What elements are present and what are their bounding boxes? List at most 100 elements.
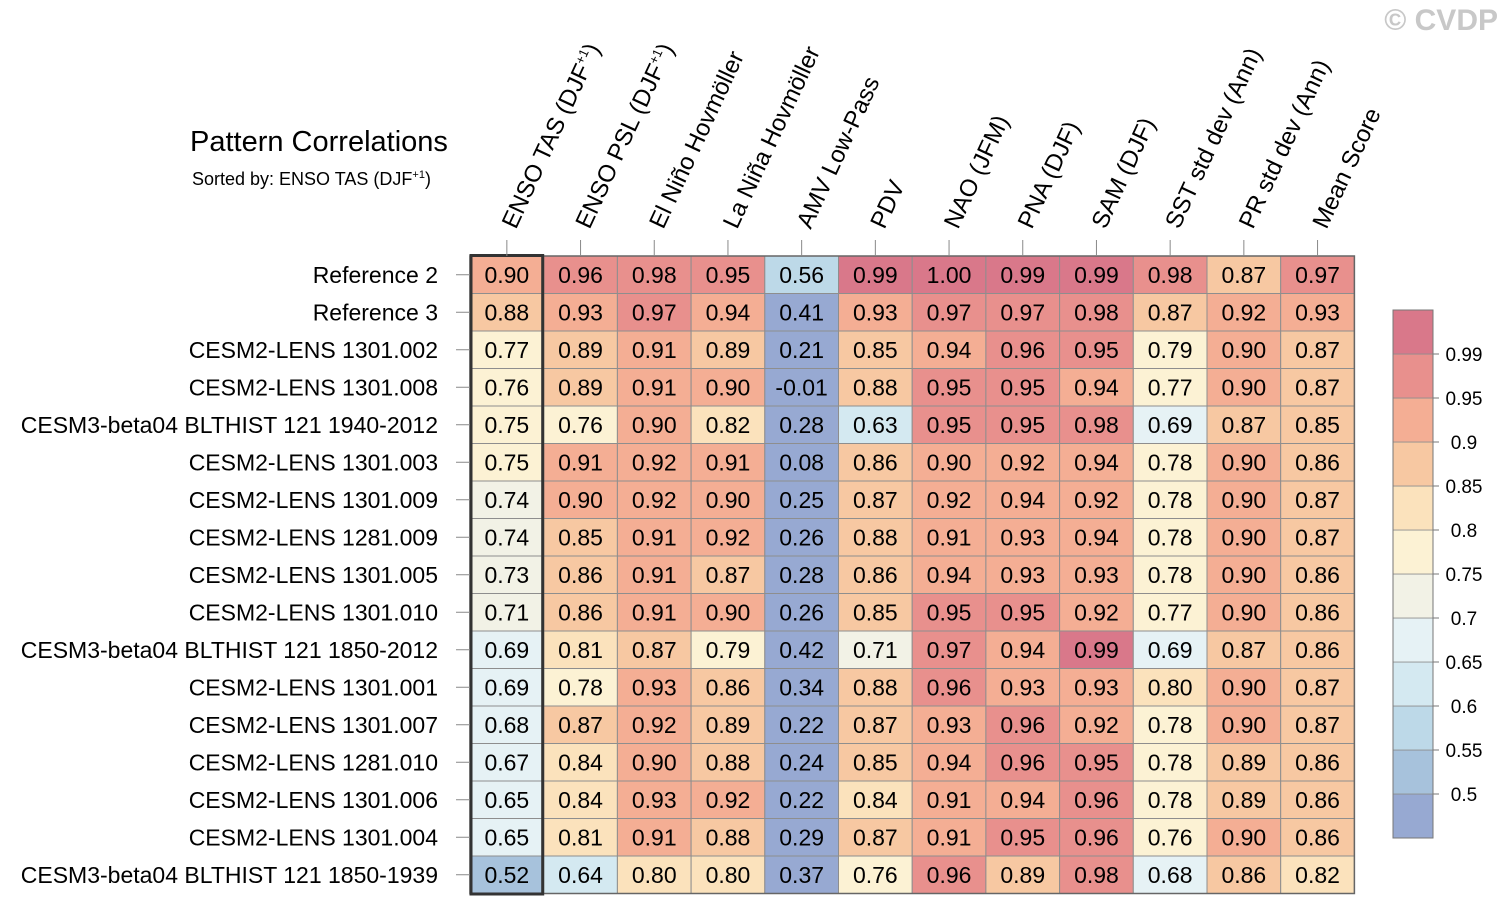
heatmap-cell xyxy=(838,705,913,744)
cell-value: 0.94 xyxy=(927,337,972,363)
heatmap-cell xyxy=(616,480,692,519)
cell-value: 0.52 xyxy=(484,862,529,888)
cell-value: 0.71 xyxy=(484,599,529,625)
colorbar-swatch xyxy=(1392,793,1434,839)
heatmap-cell xyxy=(1059,518,1134,557)
cell-value: 0.97 xyxy=(927,637,972,663)
cell-value: 0.90 xyxy=(632,749,677,775)
column-label-text: PDV xyxy=(865,176,910,232)
cell-value: 0.95 xyxy=(1074,749,1119,775)
heatmap-cell xyxy=(911,330,987,369)
heatmap-cell xyxy=(469,480,545,519)
colorbar: 0.5 0.55 0.6 0.65 0.7 0.75 0.8 0.85 0.9 0.95 0.99 xyxy=(1392,309,1483,839)
cell-value: 0.65 xyxy=(484,787,529,813)
colorbar-label: 0.99 xyxy=(1446,345,1483,366)
heatmap-cell xyxy=(1132,555,1208,594)
cell-value: 0.93 xyxy=(1074,562,1119,588)
cell-value: 0.78 xyxy=(1148,449,1193,475)
column-label-text: SAM (DJF) xyxy=(1086,114,1161,233)
cell-value: 0.92 xyxy=(632,487,677,513)
heatmap-cell xyxy=(1059,705,1134,744)
cell-value: 0.92 xyxy=(632,449,677,475)
cell-value: 0.90 xyxy=(706,374,751,400)
cell-value: 0.92 xyxy=(1074,599,1119,625)
cell-value: 0.91 xyxy=(927,787,972,813)
heatmap-cell xyxy=(469,405,545,444)
heatmap-cell xyxy=(1059,780,1134,819)
colorbar-swatch xyxy=(1392,749,1434,795)
heatmap-cell xyxy=(1059,480,1134,519)
heatmap-cell xyxy=(1280,593,1355,632)
cell-value: 0.99 xyxy=(1074,262,1119,288)
cell-value: 0.76 xyxy=(1148,824,1193,850)
row-label: CESM2-LENS 1301.004 xyxy=(189,824,439,850)
cell-value: 0.25 xyxy=(779,487,824,513)
cell-value: 0.89 xyxy=(1221,749,1266,775)
heatmap-cell xyxy=(1206,630,1282,669)
cell-value: 0.87 xyxy=(1295,674,1340,700)
cell-value: 0.94 xyxy=(927,562,972,588)
heatmap-cell xyxy=(1206,480,1282,519)
cell-value: 0.37 xyxy=(779,862,824,888)
heatmap-cell xyxy=(1059,405,1134,444)
heatmap-cell xyxy=(469,593,545,632)
cell-value: 0.85 xyxy=(853,337,898,363)
heatmap-cell xyxy=(469,743,545,782)
cell-value: 0.91 xyxy=(927,524,972,550)
row-label: CESM3-beta04 BLTHIST 121 1850-1939 xyxy=(21,862,438,888)
cell-value: 0.79 xyxy=(1148,337,1193,363)
cell-value: 0.81 xyxy=(558,824,603,850)
heatmap-cell xyxy=(1059,593,1134,632)
cell-value: 0.90 xyxy=(1221,524,1266,550)
heatmap-cell xyxy=(543,330,618,369)
heatmap-cell xyxy=(838,443,913,482)
cell-value: 0.90 xyxy=(1221,487,1266,513)
heatmap-cell xyxy=(1206,818,1282,857)
row-label: Reference 2 xyxy=(313,262,438,288)
cell-value: 0.22 xyxy=(779,787,824,813)
heatmap-cell xyxy=(1206,330,1282,369)
heatmap-cell xyxy=(1132,630,1208,669)
heatmap-cell xyxy=(690,780,766,819)
cell-value: 0.93 xyxy=(1000,524,1045,550)
heatmap-cell xyxy=(1059,443,1134,482)
cell-value: 0.21 xyxy=(779,337,824,363)
cell-value: 0.95 xyxy=(927,374,972,400)
row-label: CESM2-LENS 1301.010 xyxy=(189,599,438,625)
colorbar-swatch xyxy=(1392,397,1434,443)
colorbar-label: 0.8 xyxy=(1451,521,1477,542)
colorbar-swatch xyxy=(1392,441,1434,487)
heatmap-cell xyxy=(1206,518,1282,557)
cell-value: 0.87 xyxy=(853,487,898,513)
heatmap-cell xyxy=(1132,743,1208,782)
cell-value: 0.84 xyxy=(558,749,603,775)
cell-value: 0.90 xyxy=(1221,374,1266,400)
column-label: PDV xyxy=(865,176,910,232)
cell-value: 0.87 xyxy=(1295,487,1340,513)
heatmap-cell xyxy=(985,630,1061,669)
heatmap-cell xyxy=(985,255,1061,294)
cell-value: 0.74 xyxy=(484,524,529,550)
cell-value: 0.88 xyxy=(853,674,898,700)
cell-value: 0.97 xyxy=(1295,262,1340,288)
cell-value: 0.89 xyxy=(1000,862,1045,888)
chart-subtitle: Sorted by: ENSO TAS (DJF+1) xyxy=(192,169,431,190)
heatmap-cell xyxy=(1206,593,1282,632)
cell-value: 0.42 xyxy=(779,637,824,663)
cell-value: 0.96 xyxy=(1000,712,1045,738)
cell-value: 0.82 xyxy=(1295,862,1340,888)
cell-value: 0.75 xyxy=(484,412,529,438)
colorbar-label: 0.95 xyxy=(1446,389,1483,410)
cell-value: 0.86 xyxy=(1295,637,1340,663)
subtitle-prefix: Sorted by: ENSO TAS (DJF xyxy=(192,169,413,189)
cell-value: 0.69 xyxy=(1148,637,1193,663)
cell-value: 0.88 xyxy=(706,824,751,850)
cell-value: 0.77 xyxy=(484,337,529,363)
row-label: CESM2-LENS 1301.002 xyxy=(189,337,438,363)
heatmap-cell xyxy=(469,555,545,594)
cell-value: 0.68 xyxy=(1148,862,1193,888)
cell-value: 0.90 xyxy=(1221,337,1266,363)
cell-value: 0.85 xyxy=(1295,412,1340,438)
heatmap-cell xyxy=(543,555,618,594)
